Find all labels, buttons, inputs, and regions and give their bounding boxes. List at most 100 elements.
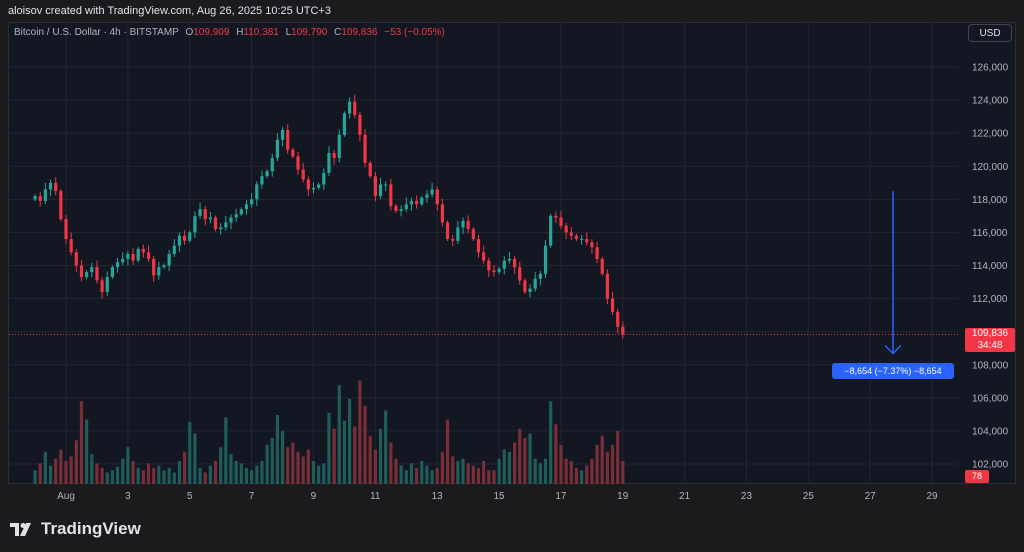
candle-body	[59, 191, 63, 220]
candle-body	[234, 214, 238, 218]
candle-body	[317, 184, 321, 188]
candle-body	[167, 253, 171, 266]
x-tick-label: 25	[803, 491, 815, 502]
candle-body	[213, 217, 218, 230]
candle-body	[554, 215, 558, 218]
open-label: O	[185, 27, 194, 38]
x-tick-label: 29	[926, 491, 938, 502]
volume-bar	[559, 444, 563, 484]
y-tick-label: 116,000	[972, 228, 1008, 239]
candle-body	[177, 235, 182, 246]
candle-body	[497, 268, 501, 273]
candle-body	[461, 220, 465, 228]
candle-body	[342, 113, 347, 135]
candle-body	[182, 235, 187, 241]
volume-bar	[337, 385, 341, 484]
volume-bar	[203, 472, 207, 484]
volume-bar	[471, 465, 475, 484]
candle-body	[445, 222, 450, 240]
volume-value-tag: 78	[965, 470, 989, 483]
volume-bar	[265, 444, 269, 484]
volume-bar	[224, 417, 228, 484]
candle-body	[64, 219, 68, 240]
brand-name: TradingView	[41, 519, 141, 538]
last-price-value: 109,836	[971, 328, 1009, 339]
x-tick-label: 3	[125, 491, 131, 502]
candle-body	[188, 232, 192, 241]
volume-bar	[177, 461, 182, 484]
candle-body	[440, 204, 444, 223]
volume-bar	[569, 461, 573, 484]
candle-body	[280, 129, 285, 140]
candle-body	[353, 101, 357, 115]
y-tick-label: 104,000	[972, 426, 1009, 437]
volume-bar	[141, 470, 145, 484]
volume-bar	[435, 467, 439, 484]
candle-body	[121, 258, 125, 263]
candle-body	[322, 172, 326, 185]
volume-bar	[85, 419, 89, 484]
candle-body	[337, 134, 341, 158]
volume-bar	[280, 431, 285, 484]
candle-body	[358, 114, 362, 135]
currency-button[interactable]: USD	[968, 24, 1012, 42]
candle-body	[389, 184, 393, 206]
volume-bar	[482, 461, 486, 484]
candle-body	[420, 197, 424, 205]
candle-body	[146, 252, 151, 259]
y-tick-label: 126,000	[972, 63, 1009, 74]
candle-body	[585, 239, 589, 243]
candle-body	[507, 258, 512, 261]
candle-body	[193, 215, 197, 233]
volume-bar	[239, 463, 243, 484]
candle-body	[569, 232, 573, 236]
volume-bar	[425, 465, 429, 484]
candle-body	[172, 245, 176, 254]
volume-bar	[38, 463, 42, 484]
x-tick-label: 11	[370, 491, 381, 502]
symbol-legend: Bitcoin / U.S. Dollar · 4h · BITSTAMP O1…	[14, 27, 445, 38]
close-label: C	[334, 27, 342, 38]
volume-bar	[311, 461, 316, 484]
candle-body	[54, 182, 58, 192]
x-tick-label: 9	[311, 491, 317, 502]
candle-body	[74, 252, 78, 266]
volume-bar	[229, 454, 233, 484]
volume-bar	[244, 467, 249, 484]
x-tick-label: 19	[617, 491, 629, 502]
candle-body	[425, 194, 429, 198]
volume-bar	[554, 424, 558, 484]
chart-area[interactable]	[8, 22, 1016, 484]
candle-body	[79, 265, 84, 278]
candle-body	[203, 209, 207, 220]
volume-bar	[219, 447, 223, 484]
close-value: 109,836	[341, 27, 378, 38]
candle-body	[244, 204, 249, 210]
volume-bar	[378, 428, 383, 484]
volume-bar	[234, 461, 238, 484]
volume-bar	[100, 467, 104, 484]
candles	[33, 95, 625, 339]
volume-bar	[250, 470, 254, 484]
volume-bar	[322, 463, 326, 484]
y-tick-label: 102,000	[972, 460, 1009, 471]
volume-bar	[363, 405, 367, 484]
tradingview-logo[interactable]: TradingView	[10, 519, 141, 539]
candle-body	[311, 187, 316, 190]
candle-body	[456, 227, 460, 241]
low-label: L	[285, 27, 292, 38]
candle-body	[327, 153, 331, 173]
x-tick-label: 23	[741, 491, 753, 502]
volume-bar	[456, 461, 460, 484]
candle-body	[105, 277, 109, 292]
volume-bar	[152, 467, 156, 484]
volume-bar	[580, 470, 584, 484]
candle-body	[384, 184, 388, 186]
candle-body	[404, 204, 408, 210]
volume-bar	[79, 401, 84, 484]
volume-bar	[198, 467, 202, 484]
volume-bar	[255, 465, 259, 484]
candle-body	[512, 258, 517, 268]
candle-body	[610, 298, 615, 312]
